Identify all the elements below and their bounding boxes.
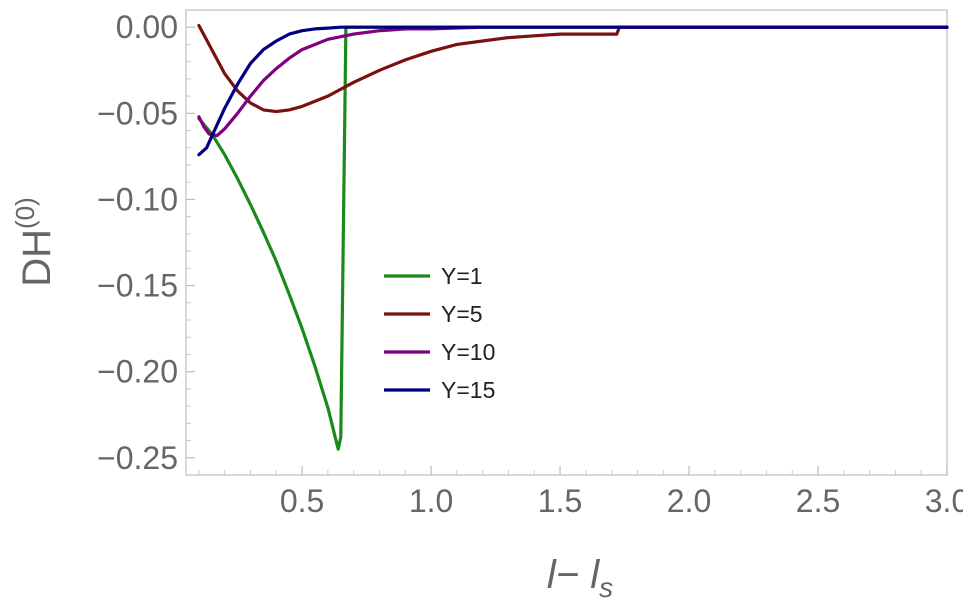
x-tick-label: 2.5: [796, 483, 840, 519]
x-axis-title-main: l− l: [547, 553, 600, 597]
y-axis-title-main: DH: [15, 229, 59, 287]
legend-label: Y=1: [441, 263, 483, 289]
x-axis-title: l− ls: [547, 553, 613, 599]
y-tick-label: −0.25: [97, 440, 178, 476]
y-axis-ticks: 0.00 −0.05 −0.10 −0.15 −0.20 −0.25: [97, 9, 195, 476]
y-axis-title-sup: (0): [10, 197, 40, 229]
legend: Y=1 Y=5 Y=10 Y=15: [384, 263, 495, 403]
legend-label: Y=10: [441, 339, 495, 365]
x-tick-label: 3.0: [925, 483, 963, 519]
series-line-y-5: [197, 23, 949, 114]
y-tick-label: −0.10: [97, 181, 178, 217]
y-tick-label: −0.05: [97, 95, 178, 131]
series-line-y-1: [197, 25, 949, 451]
x-axis-title-sub: s: [599, 572, 613, 599]
series-line-y-15: [197, 25, 949, 157]
series-lines: [197, 23, 949, 451]
x-tick-label: 2.0: [667, 483, 711, 519]
x-tick-label: 0.5: [280, 483, 324, 519]
x-axis-ticks: 0.5 1.0 1.5 2.0 2.5 3.0: [198, 466, 963, 519]
y-tick-label: −0.15: [97, 268, 178, 304]
legend-label: Y=5: [441, 301, 483, 327]
y-axis-title: DH(0): [10, 197, 59, 287]
legend-label: Y=15: [441, 377, 495, 403]
x-tick-label: 1.0: [409, 483, 453, 519]
x-tick-label: 1.5: [538, 483, 582, 519]
y-tick-label: −0.20: [97, 354, 178, 390]
plot-frame: [185, 9, 948, 476]
y-tick-label: 0.00: [116, 9, 178, 45]
series-line-y-10: [197, 25, 949, 138]
